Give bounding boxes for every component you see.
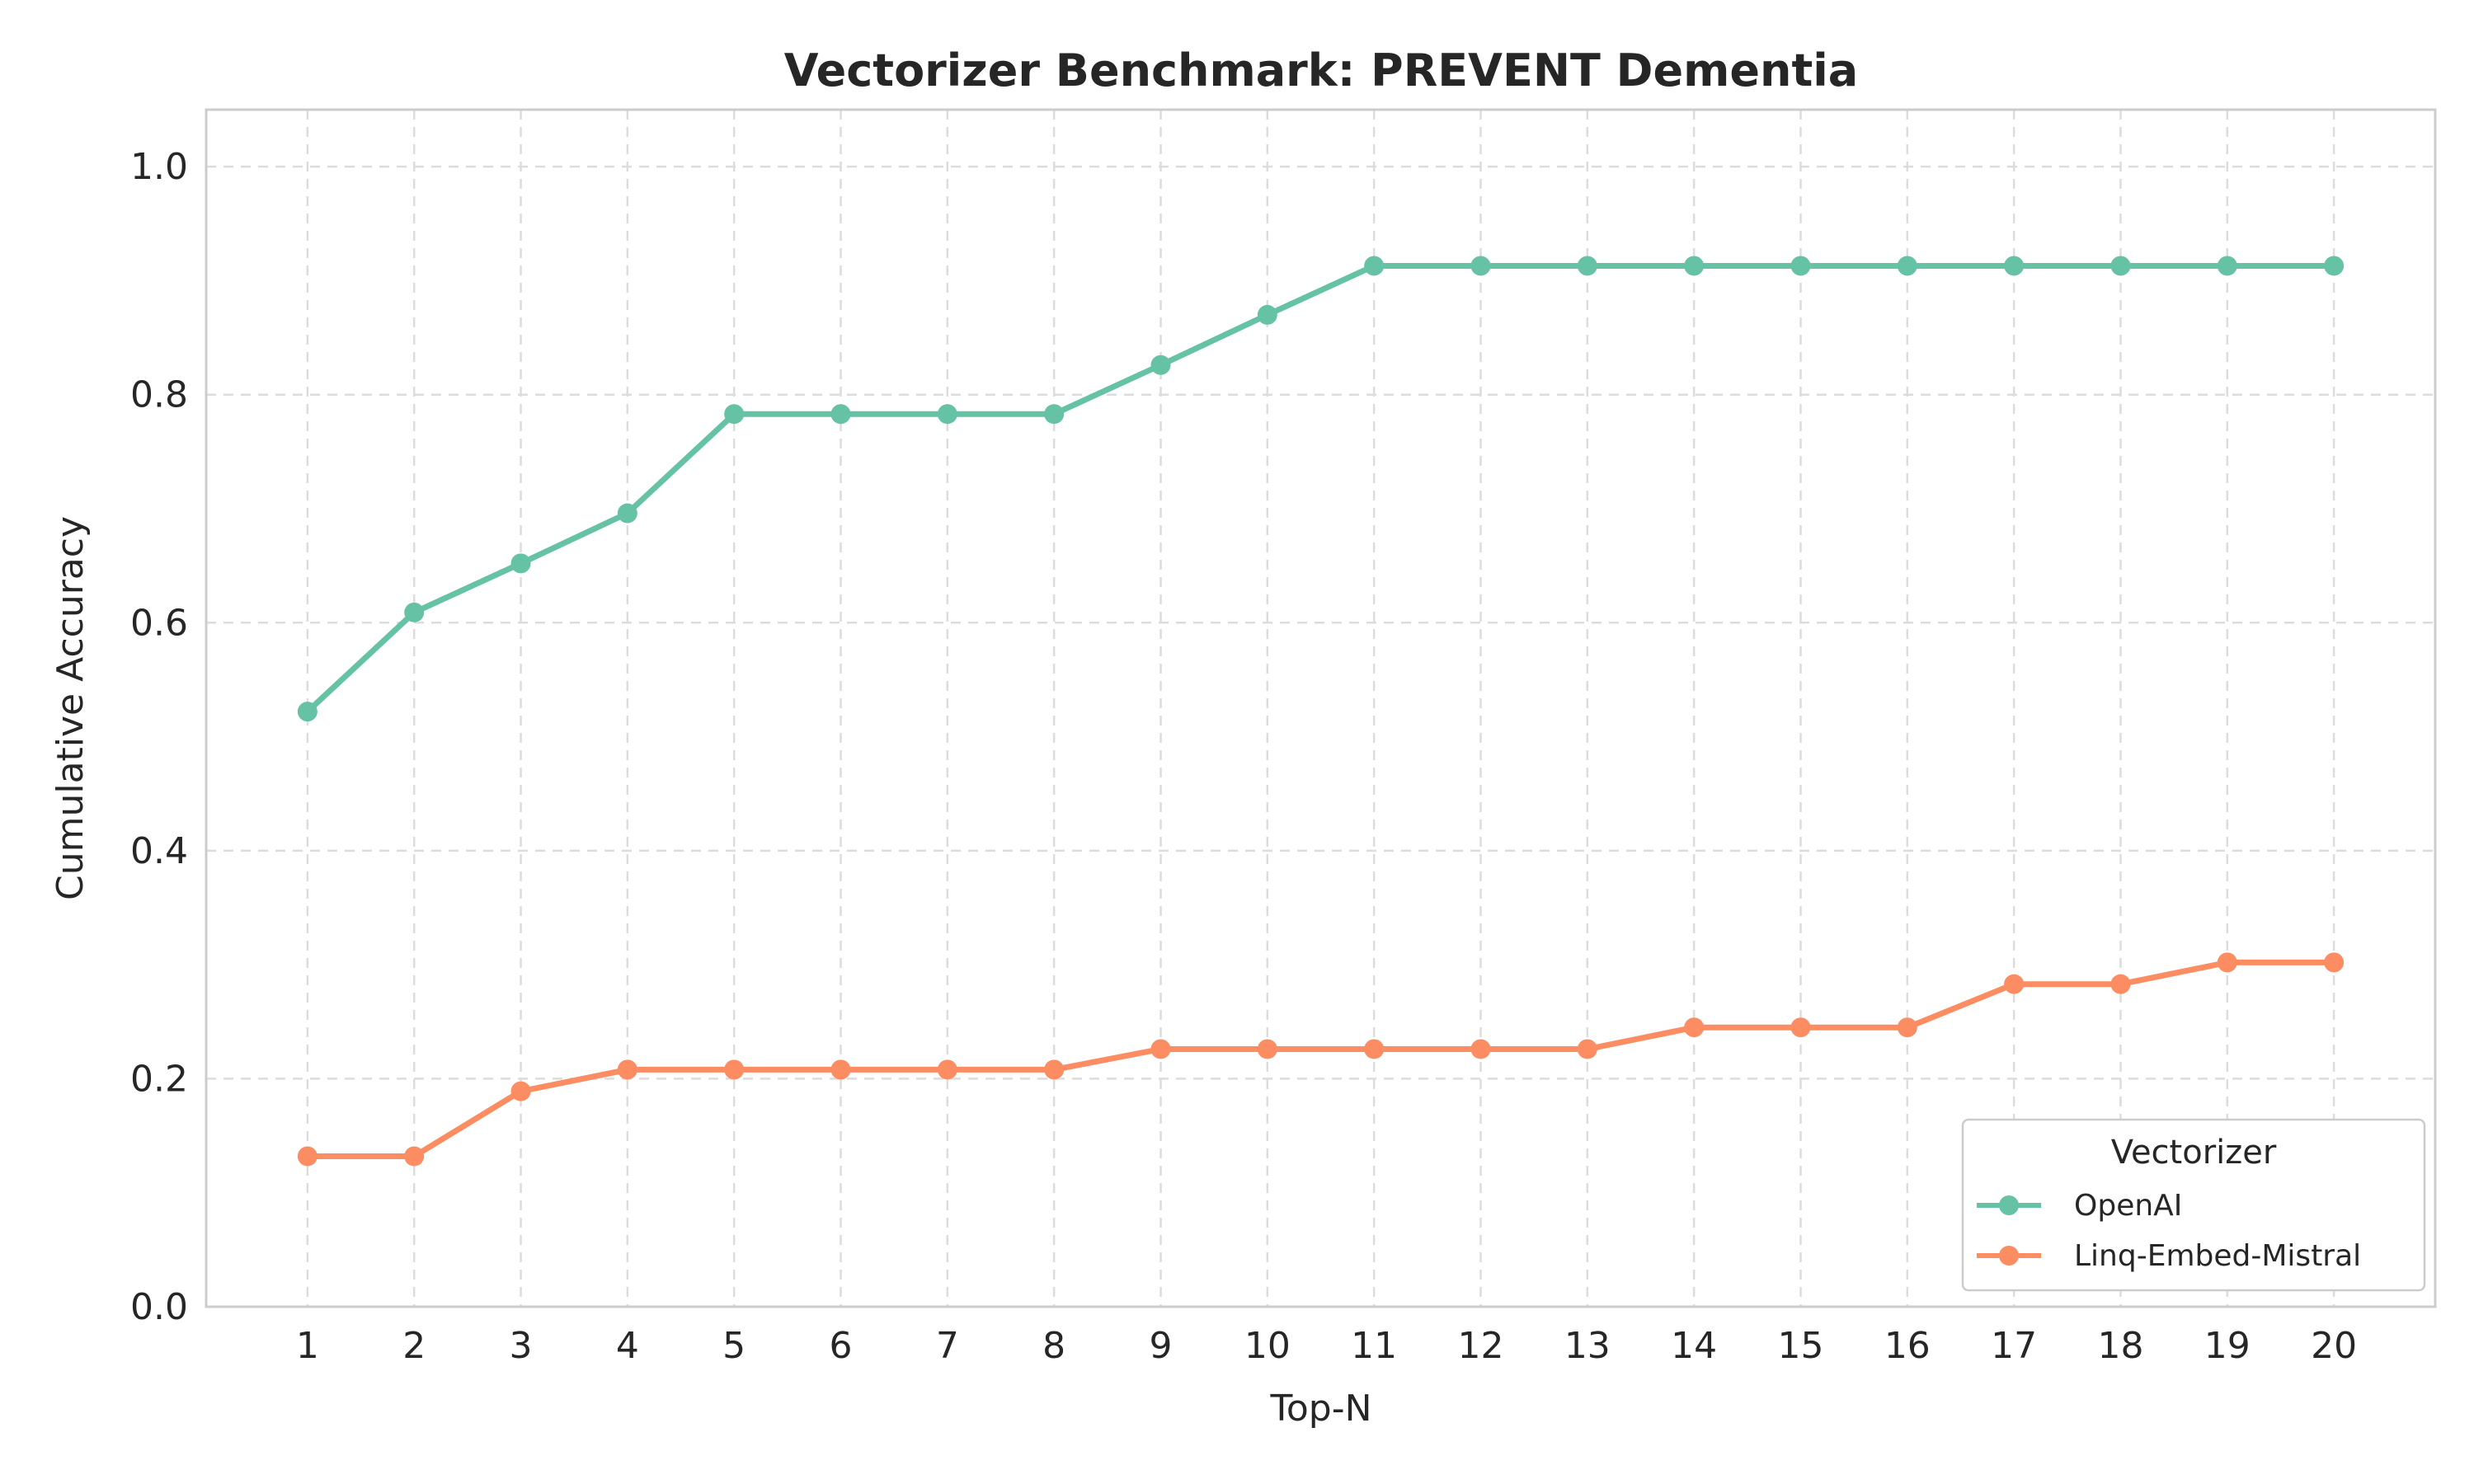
series-line-openai bbox=[304, 263, 2337, 715]
x-tick-label: 5 bbox=[722, 1325, 745, 1367]
data-point-linq-embed-mistral bbox=[1150, 1039, 1171, 1059]
data-point-linq-embed-mistral bbox=[1044, 1059, 1065, 1080]
data-point-openai bbox=[830, 404, 851, 425]
y-tick-label: 0.6 bbox=[130, 602, 188, 644]
x-tick-label: 11 bbox=[1351, 1325, 1397, 1367]
data-point-linq-embed-mistral bbox=[2110, 974, 2131, 994]
series-line-linq-embed-mistral bbox=[304, 959, 2337, 1159]
data-point-openai bbox=[1577, 256, 1597, 276]
y-tick-label: 0.8 bbox=[130, 374, 188, 416]
x-tick-label: 1 bbox=[296, 1325, 319, 1367]
data-point-openai bbox=[724, 404, 745, 425]
legend-title: Vectorizer bbox=[2111, 1134, 2277, 1172]
data-point-openai bbox=[1364, 256, 1385, 276]
x-tick-label: 18 bbox=[2097, 1325, 2143, 1367]
x-tick-label: 14 bbox=[1671, 1325, 1717, 1367]
data-point-openai bbox=[1150, 355, 1171, 375]
data-point-linq-embed-mistral bbox=[1364, 1039, 1385, 1059]
data-point-openai bbox=[1897, 256, 1917, 276]
data-point-openai bbox=[2217, 256, 2237, 276]
x-tick-label: 7 bbox=[936, 1325, 959, 1367]
data-point-openai bbox=[2324, 256, 2345, 276]
legend-label-linq-embed-mistral: Linq-Embed-Mistral bbox=[2074, 1239, 2361, 1273]
x-tick-label: 19 bbox=[2204, 1325, 2251, 1367]
data-point-linq-embed-mistral bbox=[1684, 1017, 1705, 1038]
data-point-openai bbox=[1684, 256, 1705, 276]
data-point-linq-embed-mistral bbox=[2004, 974, 2025, 994]
grid bbox=[206, 110, 2435, 1308]
data-point-openai bbox=[1790, 256, 1811, 276]
data-point-linq-embed-mistral bbox=[2217, 952, 2237, 973]
data-point-linq-embed-mistral bbox=[404, 1146, 425, 1167]
x-tick-label: 20 bbox=[2311, 1325, 2357, 1367]
data-point-linq-embed-mistral bbox=[1790, 1017, 1811, 1038]
data-series bbox=[297, 256, 2345, 1167]
y-tick-label: 1.0 bbox=[130, 146, 188, 188]
x-tick-label: 15 bbox=[1777, 1325, 1823, 1367]
data-point-linq-embed-mistral bbox=[510, 1081, 531, 1101]
x-tick-label: 10 bbox=[1244, 1325, 1291, 1367]
x-tick-label: 8 bbox=[1042, 1325, 1065, 1367]
x-tick-label: 13 bbox=[1564, 1325, 1611, 1367]
x-tick-label: 4 bbox=[616, 1325, 639, 1367]
x-tick-label: 16 bbox=[1884, 1325, 1931, 1367]
data-point-openai bbox=[1470, 256, 1491, 276]
plot-frame bbox=[205, 108, 2437, 1308]
x-tick-label: 6 bbox=[830, 1325, 853, 1367]
data-point-linq-embed-mistral bbox=[1257, 1039, 1277, 1059]
x-tick-label: 2 bbox=[402, 1325, 426, 1367]
data-point-linq-embed-mistral bbox=[1897, 1017, 1917, 1038]
data-point-openai bbox=[297, 702, 317, 722]
data-point-linq-embed-mistral bbox=[1577, 1039, 1597, 1059]
y-tick-label: 0.4 bbox=[130, 830, 188, 872]
x-tick-label: 12 bbox=[1457, 1325, 1503, 1367]
y-axis-ticks: 0.0 0.2 0.4 0.6 0.8 1.0 bbox=[130, 146, 188, 1328]
x-tick-label: 17 bbox=[1991, 1325, 2037, 1367]
x-axis-label: Top-N bbox=[1269, 1388, 1371, 1430]
data-point-openai bbox=[510, 553, 531, 574]
chart-title: Vectorizer Benchmark: PREVENT Dementia bbox=[784, 45, 1858, 96]
x-tick-label: 9 bbox=[1150, 1325, 1173, 1367]
data-point-openai bbox=[617, 503, 637, 524]
legend-marker-openai bbox=[1999, 1195, 2019, 1215]
data-point-linq-embed-mistral bbox=[937, 1059, 957, 1080]
legend-marker-linq-embed-mistral bbox=[1999, 1246, 2019, 1266]
x-tick-label: 3 bbox=[510, 1325, 533, 1367]
data-point-openai bbox=[404, 602, 425, 622]
y-tick-label: 0.2 bbox=[130, 1058, 188, 1100]
data-point-openai bbox=[937, 404, 957, 425]
data-point-linq-embed-mistral bbox=[297, 1146, 317, 1167]
data-point-linq-embed-mistral bbox=[724, 1059, 745, 1080]
data-point-openai bbox=[1044, 404, 1065, 425]
y-axis-label: Cumulative Accuracy bbox=[49, 516, 92, 900]
data-point-linq-embed-mistral bbox=[2324, 952, 2345, 973]
legend-label-openai: OpenAI bbox=[2074, 1189, 2182, 1223]
legend-box bbox=[1961, 1118, 2426, 1292]
data-point-openai bbox=[2004, 256, 2025, 276]
y-tick-label: 0.0 bbox=[130, 1286, 188, 1328]
data-point-linq-embed-mistral bbox=[617, 1059, 637, 1080]
data-point-linq-embed-mistral bbox=[830, 1059, 851, 1080]
data-point-openai bbox=[2110, 256, 2131, 276]
data-point-openai bbox=[1257, 304, 1277, 325]
x-axis-ticks: 1 2 3 4 5 6 7 8 9 10 11 12 13 14 15 16 17 18 19 20 bbox=[296, 1325, 2357, 1367]
legend: Vectorizer OpenAI Linq-Embed-Mistral bbox=[1961, 1118, 2426, 1292]
data-point-linq-embed-mistral bbox=[1470, 1039, 1491, 1059]
